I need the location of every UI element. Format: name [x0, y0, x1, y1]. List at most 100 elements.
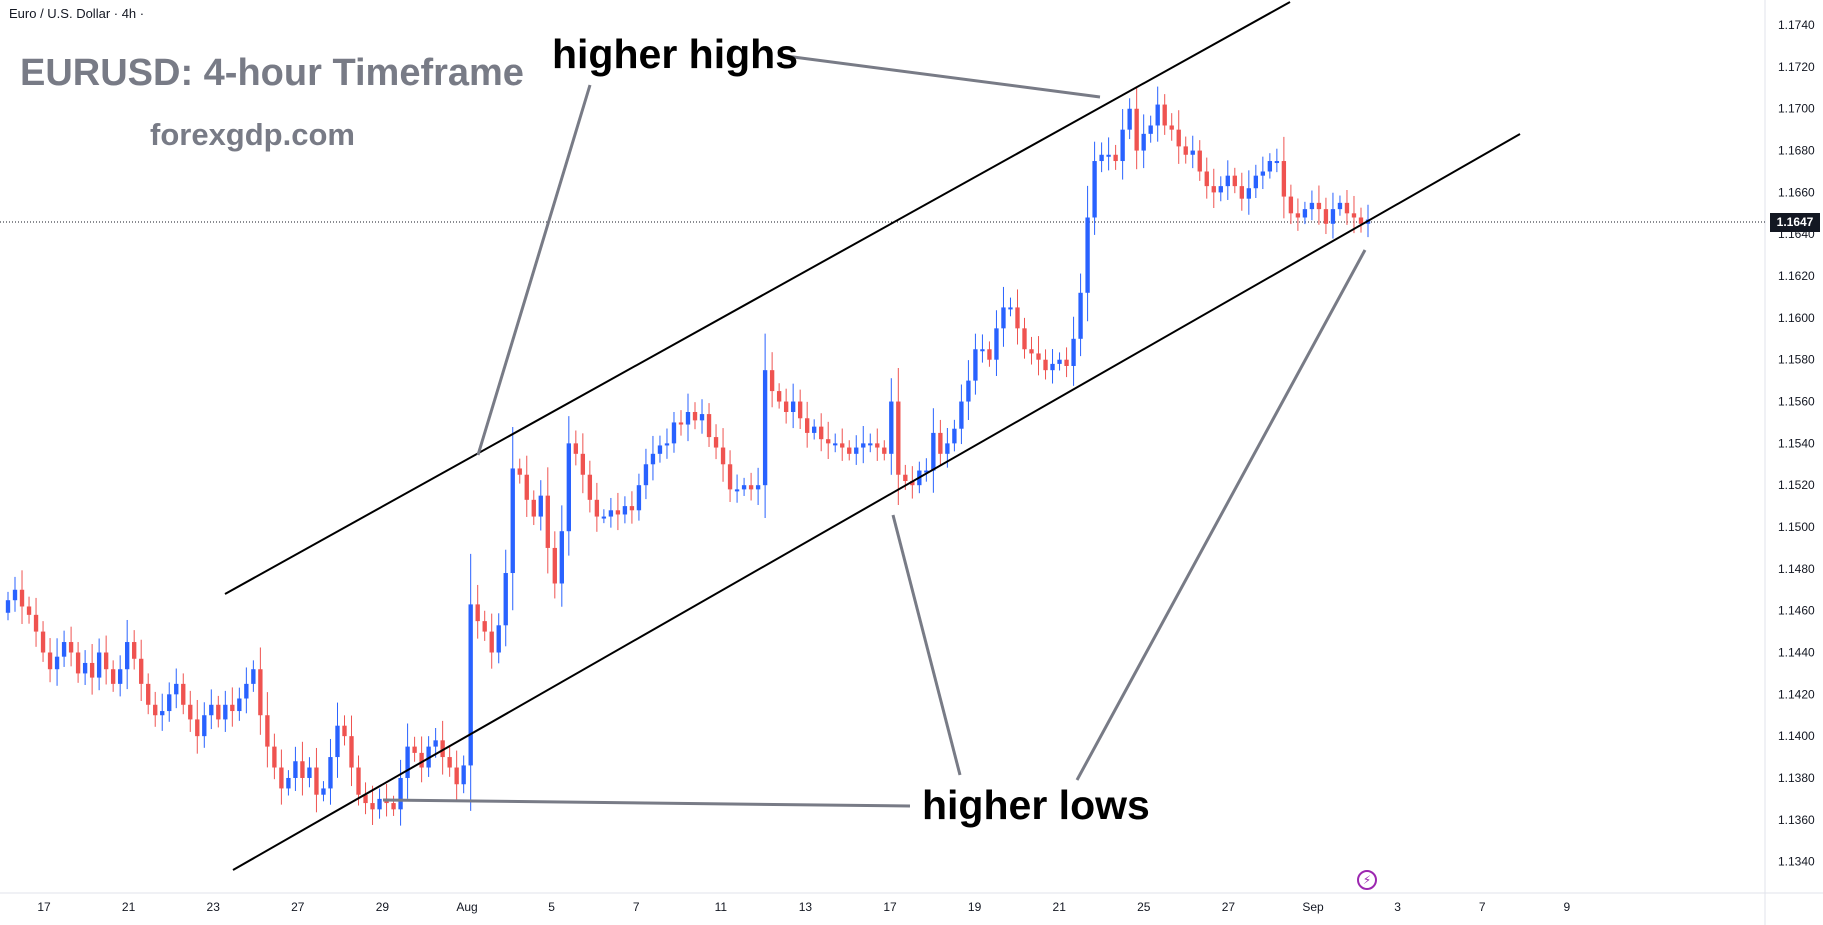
candle-bullish [566, 443, 571, 532]
time-tick-label: 7 [1479, 900, 1486, 914]
candle-bullish [1050, 363, 1055, 371]
time-tick-label: 19 [968, 900, 982, 914]
time-tick-label: 21 [1053, 900, 1067, 914]
candle-bullish [931, 432, 936, 471]
price-tick-label: 1.1580 [1778, 353, 1815, 367]
candle-bearish [110, 669, 116, 684]
candle-bullish [790, 401, 796, 412]
candle-bearish [1064, 359, 1069, 366]
candle-bearish [776, 391, 782, 402]
symbol-title[interactable]: Euro / U.S. Dollar · 4h · [9, 6, 145, 21]
candle-bullish [1148, 125, 1153, 134]
price-tick-label: 1.1480 [1778, 562, 1815, 576]
candle-bullish [741, 485, 747, 490]
candle-bullish [461, 765, 466, 785]
price-axis[interactable]: 1.1340 1.1360 1.1380 1.1400 1.1420 1.1440 1.14… [1778, 18, 1815, 869]
candle-bullish [636, 485, 642, 511]
candle-bearish [419, 752, 424, 768]
price-tick-label: 1.1520 [1778, 478, 1815, 492]
candle-bullish [1267, 161, 1273, 172]
candle-bullish [980, 349, 985, 352]
pointer-higher-low-1 [382, 798, 911, 808]
candle-bearish [573, 443, 579, 454]
candle-bullish [994, 328, 999, 360]
candle-bullish [1078, 292, 1083, 339]
price-tick-label: 1.1540 [1778, 436, 1815, 450]
candle-bearish [552, 547, 557, 584]
lightning-icon[interactable]: ⚡ [1357, 870, 1377, 890]
candle-bearish [475, 604, 480, 622]
candle-bullish [398, 777, 403, 810]
candle-bearish [882, 447, 887, 454]
price-tick-label: 1.1340 [1778, 855, 1815, 869]
candle-bearish [26, 606, 32, 615]
site-watermark: forexgdp.com [150, 117, 355, 152]
time-axis[interactable]: 17 21 23 27 29 Aug 5 7 11 13 17 19 21 25 27 Sep 3 7 9 [37, 900, 1570, 914]
candle-bearish [1029, 349, 1034, 354]
candle-bearish [230, 704, 235, 712]
candle-bearish [1043, 359, 1048, 371]
candle-bearish [1183, 146, 1188, 155]
candle-bearish [1211, 186, 1216, 193]
price-tick-label: 1.1500 [1778, 520, 1815, 534]
candle-bullish [1085, 217, 1090, 293]
candle-bearish [615, 510, 621, 515]
candle-bearish [363, 794, 368, 804]
time-tick-label: 27 [1222, 900, 1236, 914]
time-tick-label: Sep [1302, 900, 1324, 914]
candle-bullish [685, 411, 691, 425]
candle-bullish [160, 711, 165, 716]
candle-bearish [454, 767, 459, 785]
candle-bearish [482, 621, 487, 632]
candle-bullish [1274, 161, 1280, 164]
candlestick-series [5, 86, 1371, 826]
candle-bullish [328, 757, 333, 789]
price-tick-label: 1.1620 [1778, 269, 1815, 283]
candle-bullish [1071, 338, 1076, 366]
candle-bearish [580, 453, 586, 475]
candle-bearish [1134, 108, 1139, 151]
time-tick-label: 17 [883, 900, 897, 914]
candle-bearish [412, 746, 417, 753]
candle-bullish [650, 453, 656, 465]
candle-bearish [910, 481, 915, 486]
candle-bullish [1092, 161, 1097, 218]
candle-bullish [945, 443, 950, 454]
candle-bullish [1155, 104, 1160, 126]
candle-bullish [889, 401, 894, 454]
candle-bearish [314, 767, 319, 795]
candle-bearish [1316, 202, 1322, 210]
time-tick-label: 3 [1394, 900, 1401, 914]
time-tick-label: 21 [122, 900, 136, 914]
candle-bearish [727, 464, 733, 490]
candle-bullish [1253, 175, 1259, 189]
candle-bullish [812, 426, 817, 433]
candle-bullish [293, 761, 298, 778]
time-tick-label: 27 [291, 900, 305, 914]
candle-bullish [12, 589, 18, 601]
price-tick-label: 1.1420 [1778, 687, 1815, 701]
candle-bearish [692, 411, 698, 421]
candle-bullish [5, 600, 11, 613]
candle-bearish [706, 414, 712, 438]
candle-bearish [188, 704, 193, 720]
candle-bearish [272, 746, 277, 768]
candle-bullish [307, 767, 312, 778]
candle-bearish [720, 447, 726, 465]
candle-bearish [342, 725, 347, 737]
candle-bullish [96, 652, 102, 678]
candle-bearish [517, 468, 522, 475]
lower-channel-line[interactable] [232, 133, 1521, 871]
candle-bearish [797, 401, 803, 419]
candle-bearish [1323, 209, 1329, 224]
candle-bearish [195, 719, 200, 737]
upper-channel-line[interactable] [224, 1, 1291, 595]
candle-bullish [699, 414, 705, 421]
candle-bearish [265, 715, 270, 747]
candle-bearish [440, 740, 445, 758]
candle-bullish [125, 642, 130, 670]
candle-bullish [608, 510, 614, 517]
candle-bearish [19, 589, 25, 607]
candle-bearish [1036, 353, 1041, 360]
